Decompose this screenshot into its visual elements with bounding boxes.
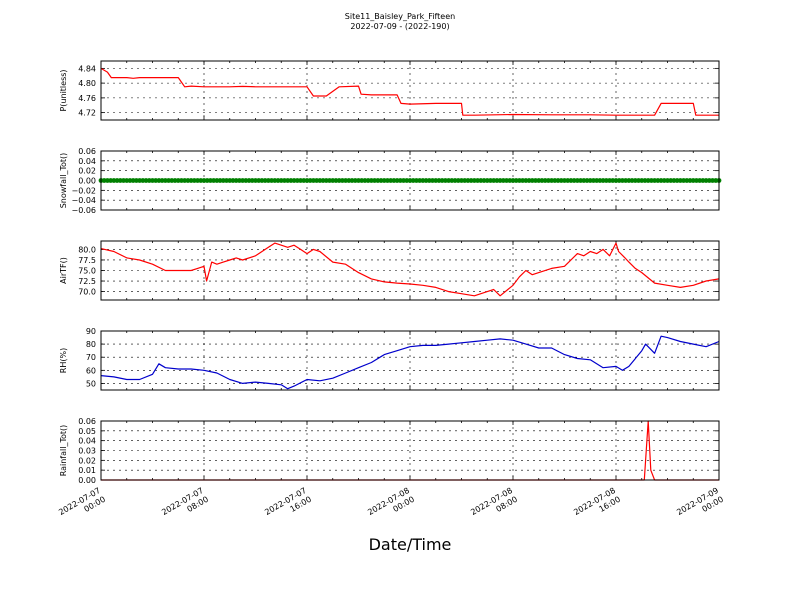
y-tick-label: 0.06 — [78, 417, 96, 426]
y-tick-label: 60 — [86, 366, 96, 375]
x-tick-label: 2022-07-0716:00 — [263, 486, 313, 526]
y-tick-label: 0.01 — [78, 466, 96, 475]
y-tick-label: 0.04 — [78, 437, 96, 446]
y-tick-label: 4.76 — [78, 94, 96, 103]
y-tick-label: 72.5 — [78, 277, 96, 286]
series-line — [100, 242, 720, 297]
figure-subtitle: 2022-07-09 - (2022-190) — [350, 22, 449, 31]
y-tick-label: 0.05 — [78, 427, 96, 436]
y-axis-label: Rainfall_Tot() — [59, 425, 68, 477]
subplot-2: −0.06−0.04−0.020.000.020.040.06 Snowfall_… — [59, 147, 722, 215]
x-axis-label: Date/Time — [369, 535, 452, 554]
y-tick-label: −0.02 — [71, 186, 96, 195]
axes-frame — [100, 150, 720, 211]
y-tick-label: 90 — [86, 327, 96, 336]
series-line — [100, 335, 720, 390]
y-tick-label: 4.72 — [78, 109, 96, 118]
figure-title: Site11_Baisley_Park_Fifteen — [345, 12, 455, 21]
y-tick-label: 77.5 — [78, 256, 96, 265]
subplot-5: 0.000.010.020.030.040.050.06 Rainfall_Tot… — [59, 417, 720, 485]
y-tick-label: 80.0 — [78, 245, 96, 254]
y-tick-label: 0.06 — [78, 147, 96, 156]
axes-frame — [100, 420, 720, 481]
subplot-3: 70.0 72.575.0 77.5 80.0 AirTF() — [59, 240, 720, 301]
y-tick-label: 0.02 — [78, 456, 96, 465]
x-tick-label: 2022-07-0816:00 — [572, 486, 622, 526]
y-axis-label: P(unitless) — [59, 69, 68, 111]
y-tick-label: 0.03 — [78, 447, 96, 456]
x-tick-label: 2022-07-0900:00 — [675, 486, 725, 526]
axes-frame — [100, 60, 720, 121]
x-tick-label: 2022-07-0808:00 — [469, 486, 519, 526]
y-tick-label: 0.04 — [78, 157, 96, 166]
series-line — [100, 67, 719, 116]
y-tick-label: 75.0 — [78, 267, 96, 276]
y-tick-label: 70 — [86, 353, 96, 362]
y-tick-label: 80 — [86, 340, 96, 349]
x-tick-label: 2022-07-0700:00 — [57, 486, 107, 526]
y-tick-label: 0.02 — [78, 167, 96, 176]
y-tick-label: 0.00 — [78, 476, 96, 485]
y-tick-label: −0.06 — [71, 206, 96, 215]
series-line — [101, 420, 719, 481]
y-tick-label: 50 — [86, 379, 96, 388]
y-tick-label: 4.80 — [78, 79, 96, 88]
x-tick-label: 2022-07-0800:00 — [366, 486, 416, 526]
y-tick-label: 70.0 — [78, 288, 96, 297]
axes-frame — [100, 240, 720, 301]
y-tick-label: 4.84 — [78, 64, 96, 73]
x-tick-label: 2022-07-0708:00 — [160, 486, 210, 526]
y-tick-label: 0.00 — [78, 177, 96, 186]
y-axis-label: AirTF() — [59, 257, 68, 284]
axes-frame — [100, 330, 720, 391]
subplot-1: 4.72 4.76 4.80 4.84 P(unitless) — [59, 60, 720, 121]
y-axis-label: RH(%) — [59, 348, 68, 373]
y-axis-label: Snowfall_Tot() — [59, 153, 68, 209]
subplot-4: 50 60 70 80 90 RH(%) — [59, 327, 720, 391]
y-tick-label: −0.04 — [71, 196, 96, 205]
